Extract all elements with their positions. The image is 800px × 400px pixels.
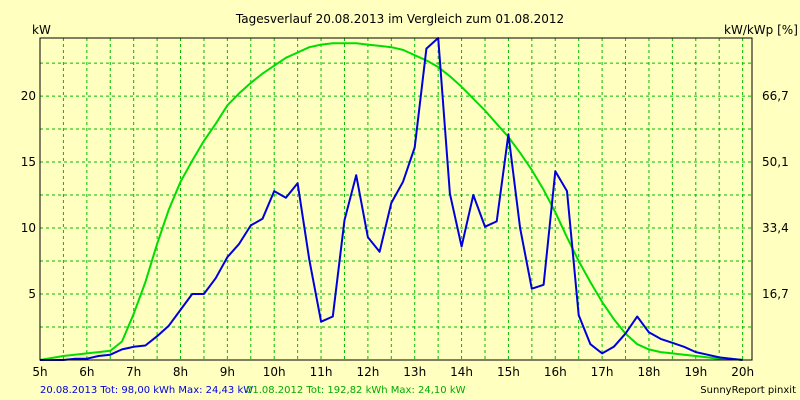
x-tick-label: 19h	[684, 365, 707, 379]
x-tick-label: 12h	[356, 365, 379, 379]
y2-tick-label: 50,1	[762, 155, 789, 169]
x-tick-label: 18h	[638, 365, 661, 379]
x-tick-label: 14h	[450, 365, 473, 379]
y-tick-label: 20	[21, 89, 36, 103]
y2-tick-label: 66,7	[762, 89, 789, 103]
left-axis-unit: kW	[32, 23, 51, 37]
grid	[40, 38, 752, 360]
x-tick-label: 11h	[310, 365, 333, 379]
x-tick-label: 16h	[544, 365, 567, 379]
y-tick-label: 5	[28, 287, 36, 301]
x-tick-label: 15h	[497, 365, 520, 379]
series-layer	[39, 37, 743, 361]
right-axis-unit: kW/kWp [%]	[724, 23, 798, 37]
x-axis: 5h 6h 7h 8h 9h 10h 11h 12h 13h 14h 15h 16h 17h 18h 19h…	[32, 365, 754, 379]
footer-series1: 20.08.2013 Tot: 98,00 kWh Max: 24,43 kW	[40, 385, 253, 396]
footer-series2: 01.08.2012 Tot: 192,82 kWh Max: 24,10 kW	[246, 385, 466, 396]
x-tick-label: 17h	[591, 365, 614, 379]
x-tick-label: 10h	[263, 365, 286, 379]
x-tick-label: 13h	[403, 365, 426, 379]
plot-frame	[39, 37, 753, 361]
series-line	[40, 37, 743, 361]
y-tick-label: 10	[21, 221, 36, 235]
x-tick-label: 8h	[173, 365, 188, 379]
x-tick-label: 7h	[126, 365, 141, 379]
footer-brand: SunnyReport pinxit	[700, 385, 796, 396]
y2-tick-label: 16,7	[762, 287, 789, 301]
chart-title: Tagesverlauf 20.08.2013 im Vergleich zum…	[235, 12, 564, 26]
x-tick-label: 6h	[79, 365, 94, 379]
y-axis: 5 10 15 20	[21, 89, 36, 301]
x-tick-label: 5h	[32, 365, 47, 379]
x-tick-label: 9h	[220, 365, 235, 379]
x-tick-label: 20h	[731, 365, 754, 379]
series-line	[39, 42, 743, 361]
y2-axis: 16,7 33,4 50,1 66,7	[762, 89, 789, 301]
y2-tick-label: 33,4	[762, 221, 789, 235]
y-tick-label: 15	[21, 155, 36, 169]
